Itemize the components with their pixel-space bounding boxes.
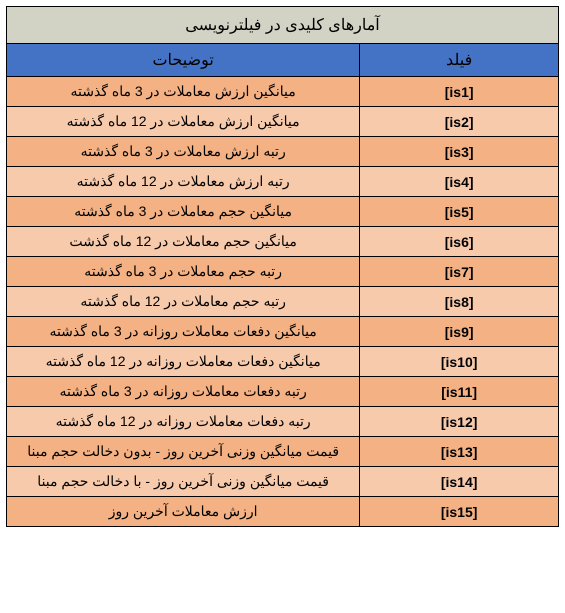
description-cell: میانگین حجم معاملات در 12 ماه گذشت	[7, 227, 360, 257]
table-body: [is1]میانگین ارزش معاملات در 3 ماه گذشته…	[7, 77, 559, 527]
table-row: [is13]قیمت میانگین وزنی آخرین روز - بدون…	[7, 437, 559, 467]
field-cell: [is6]	[360, 227, 559, 257]
field-cell: [is8]	[360, 287, 559, 317]
description-cell: رتبه دفعات معاملات روزانه در 3 ماه گذشته	[7, 377, 360, 407]
description-cell: قیمت میانگین وزنی آخرین روز - بدون دخالت…	[7, 437, 360, 467]
table-row: [is2]میانگین ارزش معاملات در 12 ماه گذشت…	[7, 107, 559, 137]
stats-table: آمارهای کلیدی در فیلترنویسی فیلد توضیحات…	[6, 6, 559, 527]
field-cell: [is5]	[360, 197, 559, 227]
table-row: [is10]میانگین دفعات معاملات روزانه در 12…	[7, 347, 559, 377]
description-cell: میانگین حجم معاملات در 3 ماه گذشته	[7, 197, 360, 227]
table-row: [is7]رتبه حجم معاملات در 3 ماه گذشته	[7, 257, 559, 287]
table-row: [is14]قیمت میانگین وزنی آخرین روز - با د…	[7, 467, 559, 497]
description-cell: میانگین دفعات معاملات روزانه در 3 ماه گذ…	[7, 317, 360, 347]
col-header-description: توضیحات	[7, 44, 360, 77]
description-cell: ارزش معاملات آخرین روز	[7, 497, 360, 527]
table-row: [is1]میانگین ارزش معاملات در 3 ماه گذشته	[7, 77, 559, 107]
description-cell: رتبه ارزش معاملات در 12 ماه گذشته	[7, 167, 360, 197]
table-header-row: فیلد توضیحات	[7, 44, 559, 77]
col-header-field: فیلد	[360, 44, 559, 77]
table-title: آمارهای کلیدی در فیلترنویسی	[7, 7, 559, 44]
field-cell: [is10]	[360, 347, 559, 377]
table-row: [is4]رتبه ارزش معاملات در 12 ماه گذشته	[7, 167, 559, 197]
field-cell: [is4]	[360, 167, 559, 197]
field-cell: [is7]	[360, 257, 559, 287]
field-cell: [is14]	[360, 467, 559, 497]
table-row: [is6]میانگین حجم معاملات در 12 ماه گذشت	[7, 227, 559, 257]
description-cell: قیمت میانگین وزنی آخرین روز - با دخالت ح…	[7, 467, 360, 497]
field-cell: [is2]	[360, 107, 559, 137]
table-title-row: آمارهای کلیدی در فیلترنویسی	[7, 7, 559, 44]
field-cell: [is9]	[360, 317, 559, 347]
field-cell: [is3]	[360, 137, 559, 167]
table-row: [is12]رتبه دفعات معاملات روزانه در 12 ما…	[7, 407, 559, 437]
field-cell: [is12]	[360, 407, 559, 437]
table-row: [is5]میانگین حجم معاملات در 3 ماه گذشته	[7, 197, 559, 227]
description-cell: رتبه حجم معاملات در 12 ماه گذشته	[7, 287, 360, 317]
description-cell: رتبه حجم معاملات در 3 ماه گذشته	[7, 257, 360, 287]
field-cell: [is11]	[360, 377, 559, 407]
description-cell: رتبه ارزش معاملات در 3 ماه گذشته	[7, 137, 360, 167]
table-row: [is9]میانگین دفعات معاملات روزانه در 3 م…	[7, 317, 559, 347]
field-cell: [is15]	[360, 497, 559, 527]
description-cell: میانگین ارزش معاملات در 3 ماه گذشته	[7, 77, 360, 107]
field-cell: [is1]	[360, 77, 559, 107]
description-cell: میانگین دفعات معاملات روزانه در 12 ماه گ…	[7, 347, 360, 377]
table-row: [is11]رتبه دفعات معاملات روزانه در 3 ماه…	[7, 377, 559, 407]
field-cell: [is13]	[360, 437, 559, 467]
table-row: [is8]رتبه حجم معاملات در 12 ماه گذشته	[7, 287, 559, 317]
description-cell: میانگین ارزش معاملات در 12 ماه گذشته	[7, 107, 360, 137]
table-row: [is15]ارزش معاملات آخرین روز	[7, 497, 559, 527]
description-cell: رتبه دفعات معاملات روزانه در 12 ماه گذشت…	[7, 407, 360, 437]
table-row: [is3]رتبه ارزش معاملات در 3 ماه گذشته	[7, 137, 559, 167]
